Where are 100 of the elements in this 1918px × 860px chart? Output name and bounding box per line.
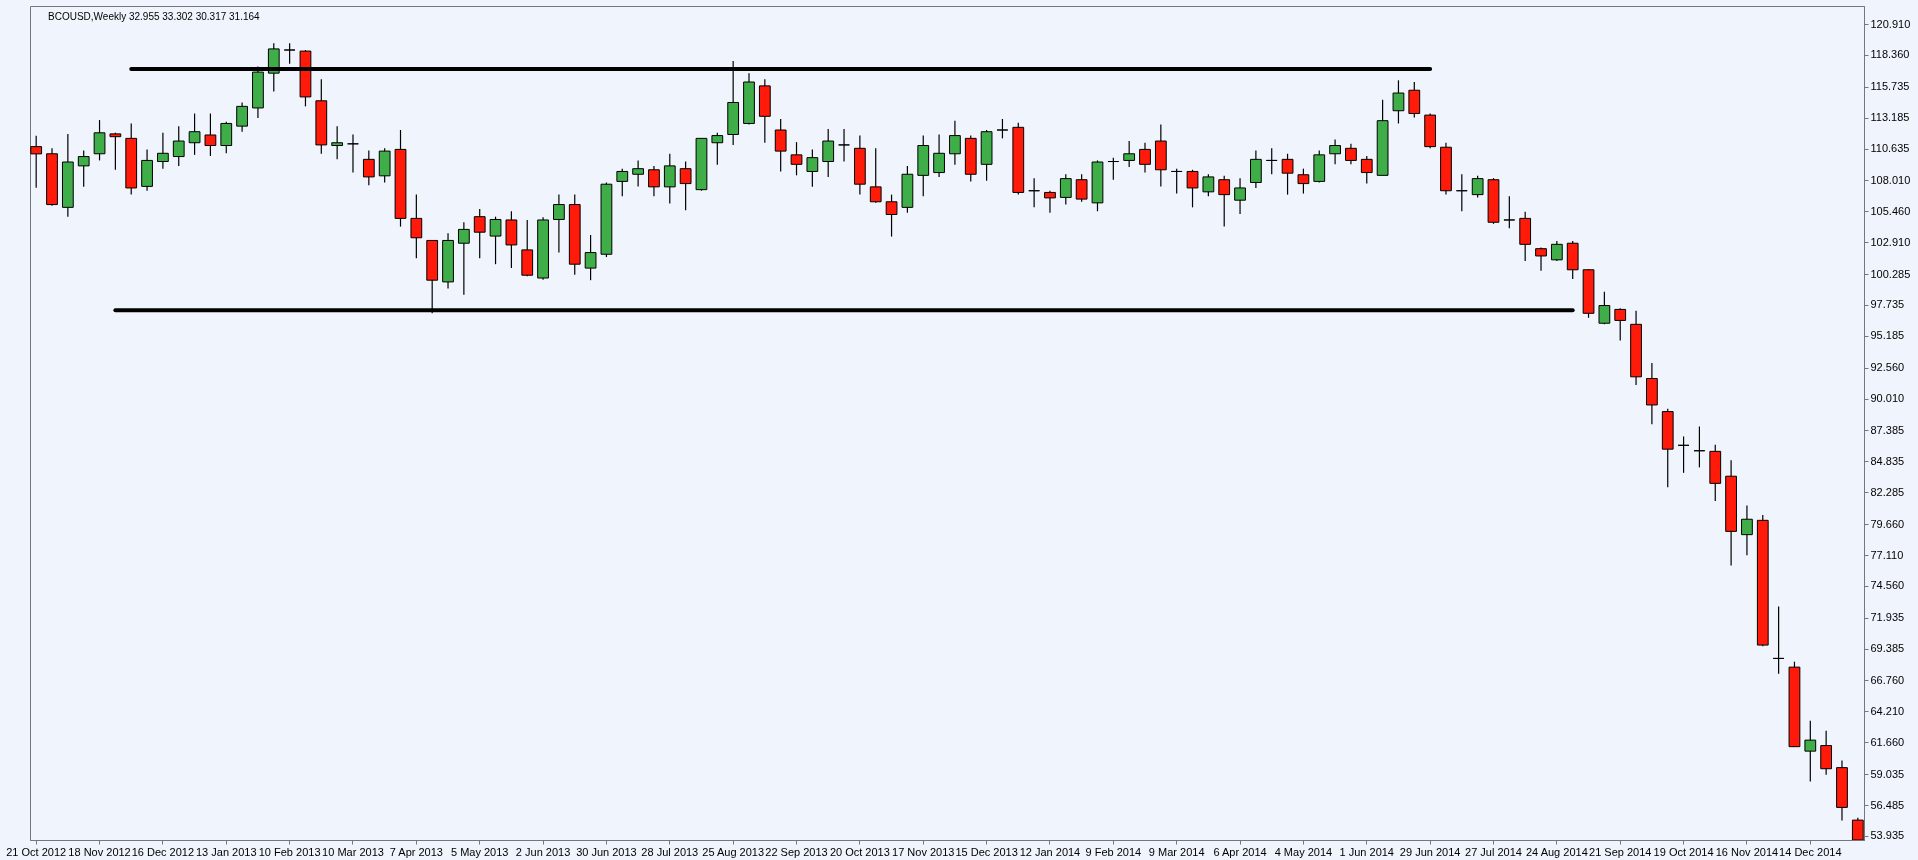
candlestick <box>204 112 217 157</box>
x-tick-label: 15 Dec 2013 <box>955 845 1018 858</box>
x-tick-label: 7 Apr 2013 <box>389 845 443 858</box>
y-tick-label: 115.735 <box>1870 80 1910 93</box>
candlestick <box>1677 435 1690 474</box>
y-tick-label: 108.010 <box>1870 173 1911 186</box>
x-tick-label: 5 May 2013 <box>450 845 509 858</box>
candlestick <box>1202 173 1215 197</box>
x-tick-label: 20 Oct 2013 <box>829 845 890 858</box>
candlestick <box>1218 175 1231 228</box>
candlestick <box>806 148 819 188</box>
candlestick <box>1265 147 1278 175</box>
y-tick-label: 53.935 <box>1870 829 1905 842</box>
x-tick-label: 22 Sep 2013 <box>765 845 828 858</box>
candlestick <box>996 118 1009 139</box>
candlestick <box>30 135 43 189</box>
candlestick <box>1170 168 1183 195</box>
candlestick <box>157 132 169 170</box>
candlestick <box>774 118 787 173</box>
x-tick-label: 19 Oct 2014 <box>1653 845 1714 858</box>
candlestick <box>1598 291 1611 325</box>
x-tick-label: 25 Aug 2013 <box>702 845 765 858</box>
y-tick-label: 120.910 <box>1870 17 1911 30</box>
x-tick-label: 6 Apr 2014 <box>1213 845 1267 858</box>
candlestick <box>473 208 486 259</box>
x-tick-label: 17 Nov 2013 <box>892 845 955 858</box>
candlestick <box>1123 140 1136 168</box>
candlestick <box>1186 169 1199 208</box>
y-tick-label: 97.735 <box>1870 298 1905 311</box>
y-tick-label: 113.185 <box>1870 111 1910 124</box>
y-tick-label: 61.660 <box>1870 735 1905 748</box>
candlestick <box>663 153 676 205</box>
y-tick-label: 100.285 <box>1870 267 1911 280</box>
candlestick <box>77 149 90 188</box>
x-tick-label: 2 Jun 2013 <box>515 845 571 858</box>
x-tick-label: 9 Mar 2014 <box>1148 845 1205 858</box>
candlestick <box>1044 190 1056 214</box>
y-tick-label: 118.360 <box>1870 48 1910 61</box>
candlestick <box>1345 143 1357 165</box>
candlestick <box>188 112 201 156</box>
x-tick-label: 1 Jun 2014 <box>1339 845 1394 858</box>
y-tick-label: 77.110 <box>1870 548 1904 561</box>
x-tick-label: 16 Dec 2012 <box>131 845 195 858</box>
x-tick-label: 24 Aug 2014 <box>1525 845 1588 858</box>
y-tick-label: 64.210 <box>1870 704 1905 717</box>
x-tick-label: 27 Jul 2014 <box>1465 845 1522 858</box>
candlestick <box>1503 195 1516 229</box>
candlestick <box>632 159 644 187</box>
candlestick <box>410 194 423 259</box>
candlestick <box>679 160 692 211</box>
candlestick <box>220 121 233 154</box>
candlestick <box>885 194 898 238</box>
y-tick-label: 56.485 <box>1870 798 1905 811</box>
candlestick <box>1329 138 1341 165</box>
candlestick <box>648 165 660 197</box>
candlestick <box>172 125 185 167</box>
candlestick <box>1139 142 1151 174</box>
candlestick <box>1741 504 1753 556</box>
candlestick <box>1471 175 1484 199</box>
candlestick <box>1028 177 1041 208</box>
y-tick-label: 95.185 <box>1870 329 1905 342</box>
x-tick-label: 10 Feb 2013 <box>258 845 321 858</box>
y-tick-label: 105.460 <box>1870 204 1911 217</box>
x-tick-label: 12 Jan 2014 <box>1019 845 1081 858</box>
candlestick <box>1820 730 1833 776</box>
y-tick-label: 92.560 <box>1870 361 1905 374</box>
x-tick-label: 10 Mar 2013 <box>322 845 384 858</box>
candlestick <box>1107 157 1120 181</box>
x-tick-label: 21 Oct 2012 <box>6 845 67 858</box>
candlestick <box>553 194 565 254</box>
candlestick <box>489 216 502 265</box>
candlestick <box>1550 240 1563 262</box>
candlestick <box>933 133 945 178</box>
candlestick <box>283 42 296 65</box>
x-tick-label: 13 Jan 2013 <box>195 845 257 858</box>
x-tick-label: 18 Nov 2012 <box>68 845 131 858</box>
candlestick <box>869 147 882 204</box>
candlestick <box>1408 81 1421 118</box>
x-tick-label: 14 Dec 2014 <box>1779 845 1842 858</box>
y-tick-label: 74.560 <box>1870 579 1905 592</box>
y-tick-label: 82.285 <box>1870 485 1905 498</box>
candlestick <box>1250 149 1262 189</box>
candlestick <box>822 128 835 178</box>
y-tick-label: 102.910 <box>1870 235 1911 248</box>
x-tick-label: 16 Nov 2014 <box>1715 845 1779 858</box>
x-tick-label: 21 Sep 2014 <box>1589 845 1652 858</box>
candlestick <box>1297 168 1310 195</box>
y-tick-label: 90.010 <box>1870 392 1905 405</box>
candlestick <box>1234 177 1246 215</box>
x-tick-label: 9 Feb 2014 <box>1085 845 1142 858</box>
candlestick <box>711 132 724 166</box>
y-tick-label: 69.385 <box>1870 642 1905 655</box>
candlestick <box>949 120 961 166</box>
candlestick <box>1693 425 1706 468</box>
candlestick <box>1455 173 1468 212</box>
candlestick <box>1392 79 1405 125</box>
y-tick-label: 87.385 <box>1870 423 1905 436</box>
y-tick-label: 79.660 <box>1870 517 1905 530</box>
y-tick-label: 110.635 <box>1870 142 1910 155</box>
candlestick <box>790 141 803 176</box>
